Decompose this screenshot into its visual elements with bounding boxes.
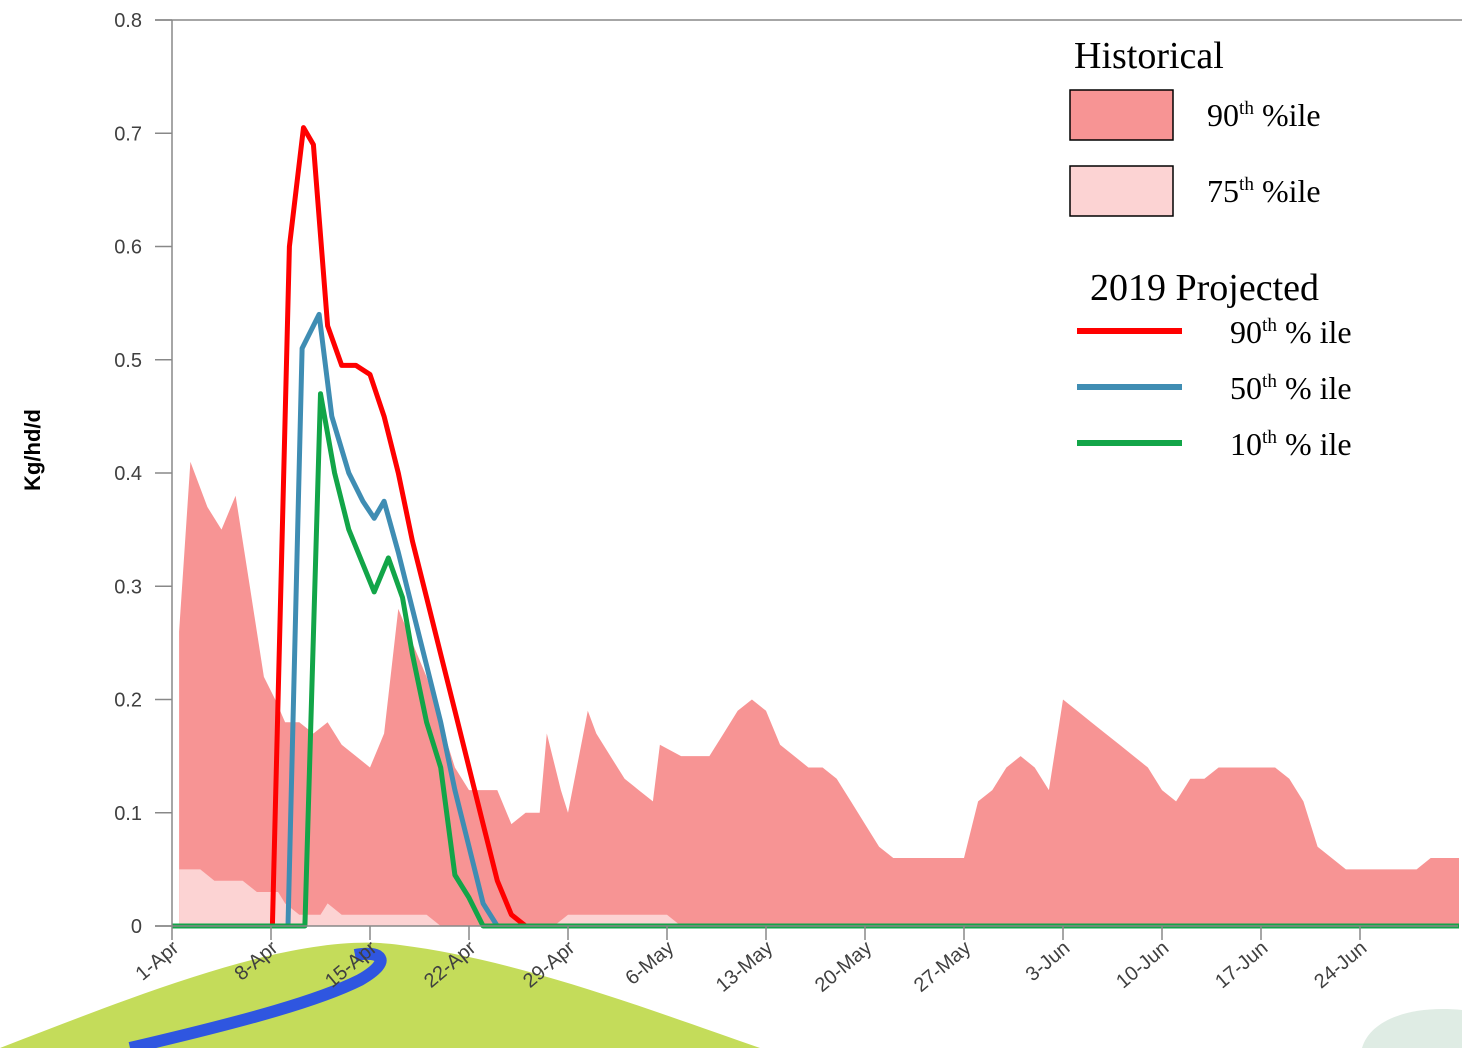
y-tick-label: 0 xyxy=(131,916,142,938)
plot-area: 00.10.20.30.40.50.60.70.81-Apr 8-Apr 15-Ap… xyxy=(114,10,1462,997)
legend-swatch xyxy=(1069,165,1174,217)
y-tick-label: 0.4 xyxy=(114,463,142,485)
y-tick-label: 0.3 xyxy=(114,576,142,598)
corner-decoration xyxy=(1362,1009,1462,1048)
x-tick-label: 1-Apr xyxy=(132,937,184,986)
y-tick-label: 0.6 xyxy=(114,237,142,259)
river-decoration xyxy=(128,947,387,1048)
x-tick-label: 17-Jun xyxy=(1211,937,1272,993)
x-tick-label: 13-May xyxy=(712,937,777,997)
legend-title: 2019 Projected xyxy=(1090,267,1319,309)
y-tick-label: 0.5 xyxy=(114,350,142,372)
x-tick-label: 6-May xyxy=(621,937,678,990)
legend-swatch xyxy=(1069,89,1174,141)
legend-label: 90th % ile xyxy=(1230,314,1352,350)
legend-label: 10th % ile xyxy=(1230,426,1352,462)
area xyxy=(179,461,1460,926)
x-tick-label: 3-Jun xyxy=(1022,937,1074,986)
legend-label: 90th %ile xyxy=(1207,97,1321,133)
x-tick-label: 20-May xyxy=(811,937,876,997)
y-tick-label: 0.2 xyxy=(114,690,142,712)
legend-label: 75th %ile xyxy=(1207,173,1321,209)
legend-title: Historical xyxy=(1074,35,1224,77)
y-tick-label: 0.7 xyxy=(114,123,142,145)
legend-label: 50th % ile xyxy=(1230,370,1352,406)
x-tick-label: 10-Jun xyxy=(1112,937,1173,993)
x-tick-label: 24-Jun xyxy=(1310,937,1371,993)
line xyxy=(269,125,1459,929)
legend: Historical 2019 Projected 90th %ile 75th … xyxy=(1069,35,1352,462)
y-tick-label: 0.1 xyxy=(114,803,142,825)
line xyxy=(285,311,1459,929)
y-tick-label: 0.8 xyxy=(114,10,142,32)
hill-decoration xyxy=(0,942,760,1048)
x-tick-label: 27-May xyxy=(910,937,975,997)
y-axis-label: Kg/hd/d xyxy=(20,409,45,491)
line xyxy=(172,391,1459,929)
